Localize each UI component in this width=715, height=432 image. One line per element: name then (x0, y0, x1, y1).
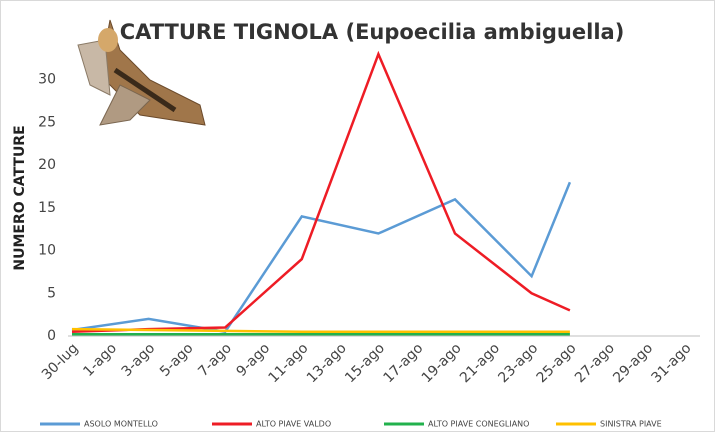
y-tick-label: 20 (38, 157, 56, 173)
y-tick-label: 15 (38, 200, 56, 216)
series-line (71, 327, 570, 333)
y-tick-label: 10 (38, 243, 56, 259)
moth-illustration (77, 19, 206, 126)
series-line (71, 50, 571, 333)
legend-label: ASOLO MONTELLO (84, 420, 158, 429)
series-line (71, 181, 572, 334)
y-tick-label: 0 (47, 328, 56, 344)
y-axis-label: NUMERO CATTURE (12, 125, 28, 270)
chart-title: CATTURE TIGNOLA (Eupoecilia ambiguella) (120, 20, 625, 44)
legend-label: SINISTRA PIAVE (600, 420, 662, 429)
legend-label: ALTO PIAVE CONEGLIANO (428, 420, 529, 429)
legend-label: ALTO PIAVE VALDO (256, 420, 331, 429)
y-tick-label: 5 (47, 285, 56, 301)
y-tick-label: 25 (38, 114, 56, 130)
y-tick-label: 30 (38, 72, 56, 88)
